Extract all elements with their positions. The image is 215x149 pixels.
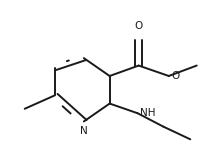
- Text: O: O: [135, 21, 143, 31]
- Text: N: N: [80, 126, 88, 136]
- Text: NH: NH: [140, 108, 155, 118]
- Text: O: O: [171, 71, 180, 81]
